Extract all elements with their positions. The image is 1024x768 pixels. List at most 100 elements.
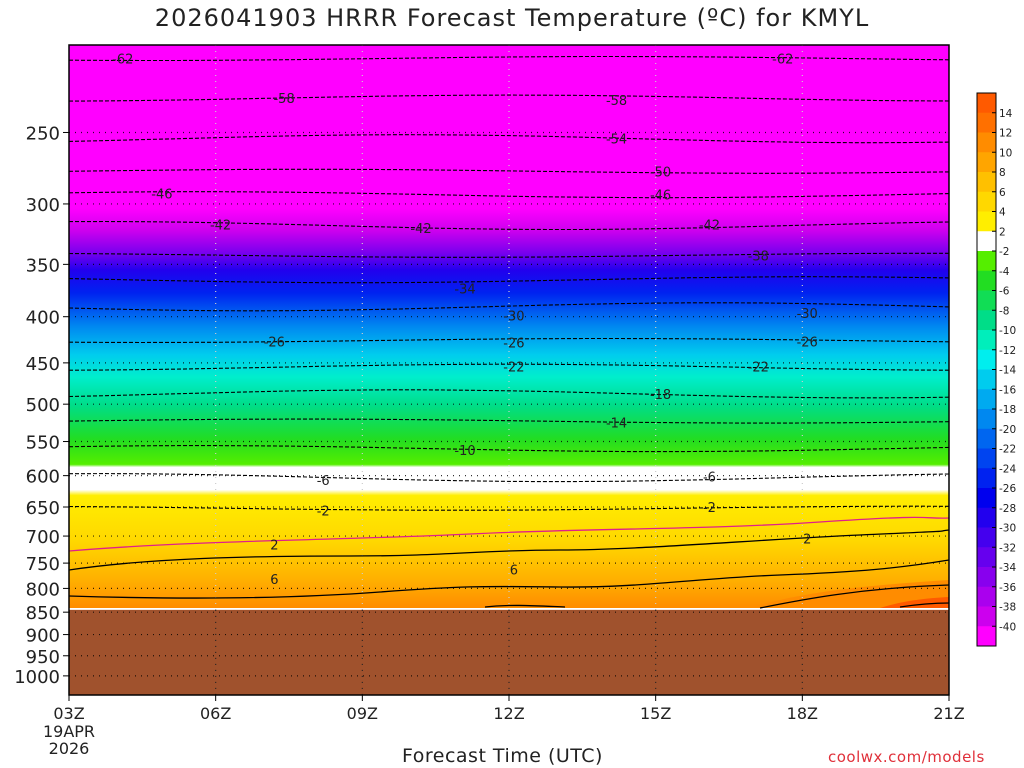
y-tick-label: 800 [26,579,60,600]
contour-label: -50 [650,165,671,180]
y-tick-label: 350 [26,255,60,276]
contour-label: -26 [264,335,285,350]
contour-line [68,473,950,483]
y-tick-label: 450 [26,354,60,375]
colorbar-label: -40 [999,621,1016,633]
y-tick-label: 300 [26,195,60,216]
contour-label: -18 [650,388,671,403]
contour-label: -26 [797,335,818,350]
contour-label: -42 [699,218,720,233]
contour-label: 2 [270,538,278,553]
colorbar-label: -30 [999,523,1016,535]
colorbar-label: -20 [999,424,1016,436]
colorbar-swatch [977,527,996,548]
colorbar-label: -8 [999,305,1009,317]
colorbar-swatch [977,448,996,469]
contour-label: -54 [606,133,627,148]
contour-label: -22 [748,360,769,375]
contour-line [68,505,950,511]
colorbar-label: -14 [999,365,1016,377]
contour-label: -26 [503,336,524,351]
y-tick-label: 400 [26,308,60,329]
colorbar-label: -12 [999,345,1016,357]
colorbar-swatch [977,369,996,390]
contour-line-10b [484,604,566,608]
x-date-label: 19APR [43,722,95,741]
colorbar-label: -22 [999,444,1016,456]
colorbar-label: -38 [999,602,1016,614]
colorbar-swatch [977,172,996,193]
contour-line [68,220,950,231]
y-tick-label: 650 [26,498,60,519]
y-tick-label: 750 [26,554,60,575]
x-tick-label: 18Z [787,704,818,723]
contour-line [68,134,950,144]
contour-label: -62 [112,52,133,67]
colorbar-swatch [977,152,996,173]
colorbar-label: -4 [999,266,1010,278]
colorbar-label: 12 [999,128,1012,140]
colorbar-swatch [977,586,996,607]
y-tick-label: 700 [26,527,60,548]
colorbar-swatch [977,567,996,588]
contour-label: 6 [270,573,278,588]
contour-label: -6 [317,474,330,489]
x-date-label: 2026 [49,739,90,758]
contour-label: -2 [317,505,330,520]
credit-link[interactable]: coolwx.com/models [828,748,985,766]
colorbar-swatch [977,507,996,528]
colorbar-swatch [977,349,996,370]
y-tick-label: 950 [26,647,60,668]
colorbar-swatch [977,93,996,114]
y-tick-label: 1000 [14,667,60,688]
contour-label: -34 [454,282,475,297]
colorbar-swatch [977,409,996,430]
colorbar-label: 2 [999,226,1006,238]
colorbar-label: 8 [999,167,1006,179]
y-tick-label: 250 [26,123,60,144]
colorbar-swatch [977,468,996,489]
colorbar-swatch [977,330,996,351]
contour-label: -42 [210,218,231,233]
colorbar-label: 14 [999,108,1013,120]
contour-line-10 [759,584,950,609]
colorbar-swatch [977,626,996,647]
contour-line-6 [68,559,950,599]
colorbar-label: -26 [999,483,1016,495]
temperature-field [69,45,949,608]
contour-line [68,55,950,62]
colorbar-label: 10 [999,147,1012,159]
x-tick-label: 21Z [933,704,964,723]
colorbar: 14 12 10 8 6 4 2 -2 -4 -6 -8 -10 -12 -14 -16 -18 -20 -22 -… [976,92,1016,647]
ground-grid [69,609,949,695]
contour-line [68,418,950,424]
colorbar-swatch [977,231,996,252]
contour-labels: -62 -62-58 -58-54-50-46 -46-42 -42 -42-38-34-… [112,52,818,588]
y-tick-label: 500 [26,395,60,416]
colorbar-swatch [977,211,996,232]
x-tick-label: 03Z [53,704,84,723]
colorbar-swatch [977,132,996,153]
contour-lines [68,55,950,609]
contour-label: -62 [772,52,793,67]
chart-title: 2026041903 HRRR Forecast Temperature (ºC… [154,4,870,32]
contour-label: -46 [650,189,671,204]
colorbar-swatch [977,270,996,291]
y-tick-label: 850 [26,603,60,624]
contour-label: -30 [503,310,524,325]
colorbar-label: -2 [999,246,1009,258]
contour-line [68,302,950,312]
colorbar-swatch [977,547,996,568]
colorbar-label: -16 [999,384,1016,396]
contour-label: -58 [273,92,294,107]
contour-label: -58 [606,94,627,109]
colorbar-swatch [977,310,996,331]
contour-label: -2 [703,501,716,516]
contour-line [68,191,950,199]
y-tick-label: 550 [26,433,60,454]
colorbar-label: 6 [999,187,1006,199]
contour-line [68,337,950,344]
colorbar-swatch [977,606,996,627]
contour-label: -42 [410,222,431,237]
